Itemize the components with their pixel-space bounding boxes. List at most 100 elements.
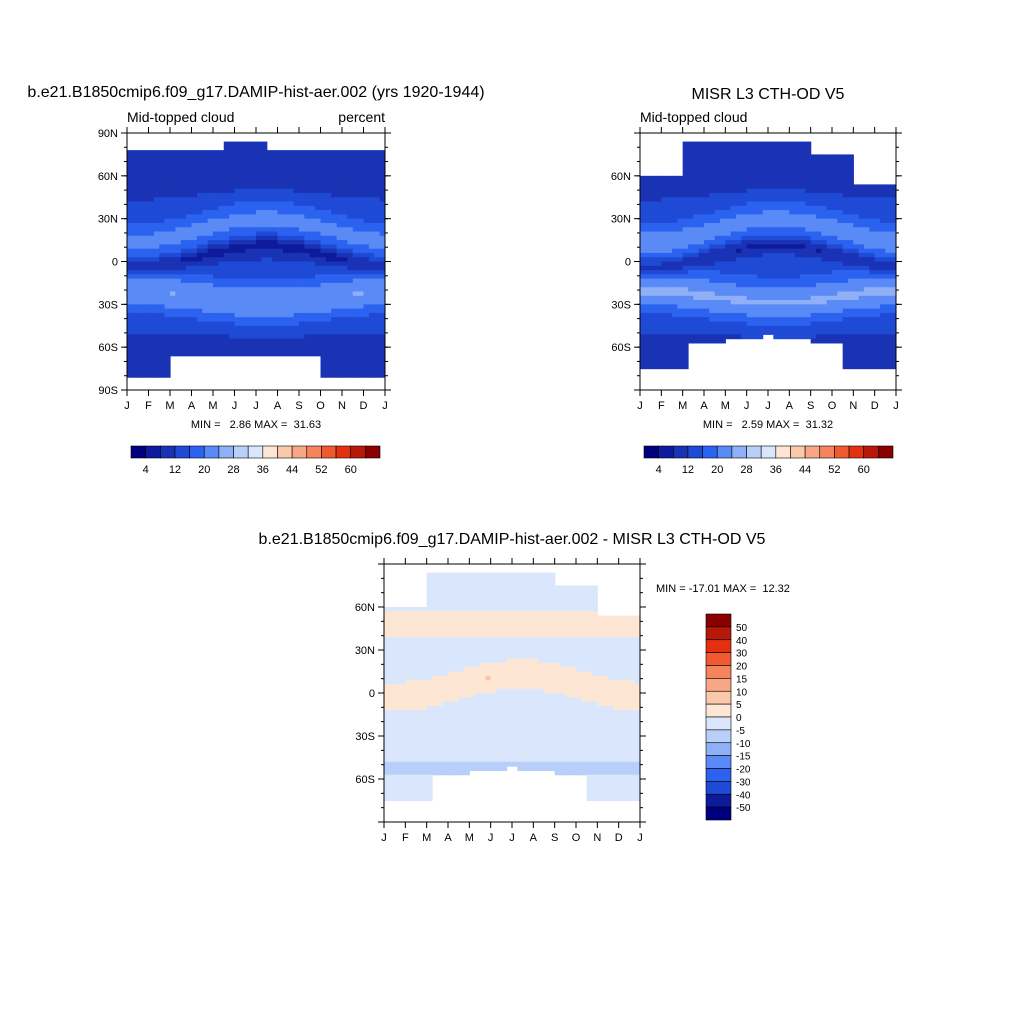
heatmap-cell [153,244,160,250]
heatmap-cell [368,171,375,177]
heatmap-cell [661,270,668,275]
heatmap-cell [256,167,262,173]
heatmap-cell [234,300,241,305]
heatmap-cell [869,270,876,275]
heatmap-cell [196,330,203,335]
heatmap-cell [656,278,662,284]
heatmap-cell [800,295,806,301]
heatmap-cell [153,240,160,245]
heatmap-cell [688,227,694,233]
heatmap-cell [666,252,673,258]
heatmap-cell [874,308,881,314]
heatmap-cell [175,180,182,185]
heatmap-cell [186,205,193,211]
heatmap-cell [698,205,705,211]
heatmap-cell [677,291,684,297]
heatmap-cell [352,222,359,228]
heatmap-cell [191,252,198,258]
heatmap-cell [159,180,166,185]
heatmap-cell [288,240,295,245]
heatmap-cell [805,227,812,233]
heatmap-cell [704,287,710,293]
heatmap-cell [180,205,187,211]
heatmap-cell [768,222,774,228]
heatmap-cell [272,257,279,263]
heatmap-cell [848,252,854,258]
heatmap-cell [207,205,214,211]
heatmap-cell [688,141,694,147]
heatmap-cell [645,231,652,237]
heatmap-cell [773,192,780,198]
heatmap-cell [132,261,139,267]
heatmap-cell [363,347,370,353]
heatmap-cell [315,197,322,203]
heatmap-cell [682,342,689,348]
heatmap-cell [336,210,343,215]
heatmap-cell [196,218,203,224]
heatmap-cell [677,287,684,293]
heatmap-cell [127,364,133,370]
heatmap-cell [869,188,876,194]
heatmap-cell [746,325,753,331]
heatmap-cell [720,154,726,160]
heatmap-cell [374,355,381,361]
heatmap-cell [890,355,896,361]
heatmap-cell [757,231,764,237]
heatmap-cell [304,248,311,254]
heatmap-cell [661,218,668,224]
heatmap-cell [837,171,844,177]
heatmap-cell [730,145,737,151]
heatmap-cell [677,355,684,361]
heatmap-cell [394,774,401,780]
heatmap-cell [342,368,348,374]
heatmap-cell [810,184,817,190]
heatmap-cell [368,167,375,173]
heatmap-cell [821,265,828,271]
heatmap-cell [223,334,230,340]
heatmap-cell [148,372,155,378]
heatmap-cell [266,295,273,301]
heatmap-cell [234,154,241,160]
heatmap-cell [800,291,806,297]
heatmap-cell [143,308,150,314]
heatmap-cell [869,261,876,267]
heatmap-cell [389,615,396,621]
heatmap-cell [266,235,273,241]
heatmap-cell [277,240,284,245]
heatmap-cell [384,791,390,797]
heatmap-cell [266,334,273,340]
heatmap-cell [794,248,801,254]
heatmap-cell [229,175,236,181]
heatmap-cell [261,338,268,344]
heatmap-cell [816,321,822,327]
heatmap-cell [656,184,662,190]
heatmap-cell [336,330,343,335]
heatmap-cell [880,321,886,327]
heatmap-cell [256,325,262,331]
heatmap-cell [730,171,737,177]
heatmap-cell [299,300,305,305]
heatmap-cell [869,257,876,263]
heatmap-cell [148,360,155,365]
heatmap-cell [170,222,176,228]
heatmap-cell [266,167,273,173]
heatmap-cell [725,270,732,275]
heatmap-cell [325,261,332,267]
heatmap-cell [320,304,327,310]
heatmap-cell [374,295,381,301]
heatmap-cell [159,360,166,365]
heatmap-cell [757,180,764,185]
heatmap-cell [315,222,322,228]
heatmap-cell [682,175,689,181]
heatmap-cell [293,295,300,301]
heatmap-cell [752,180,758,185]
heatmap-cell [234,240,241,245]
heatmap-cell [159,338,166,344]
heatmap-cell [234,145,241,151]
heatmap-cell [256,351,262,357]
heatmap-cell [207,312,214,318]
heatmap-cell [304,317,311,323]
heatmap-cell [725,325,732,331]
heatmap-cell [218,278,225,284]
heatmap-cell [325,300,332,305]
